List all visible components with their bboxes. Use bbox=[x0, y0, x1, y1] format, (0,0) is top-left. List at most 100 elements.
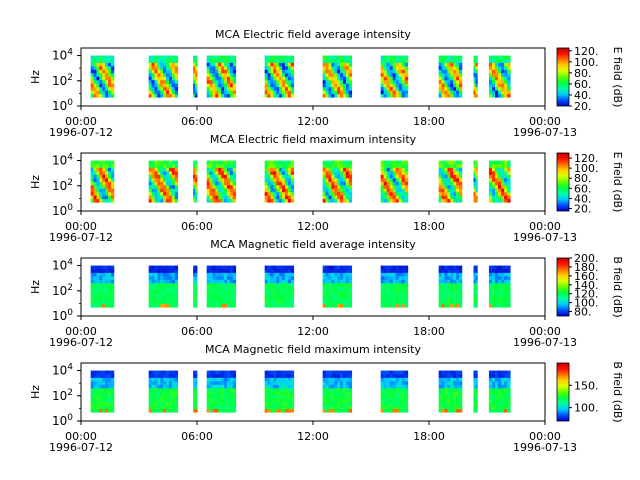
spectrogram-cell bbox=[90, 79, 94, 84]
spectrogram-cell bbox=[99, 59, 103, 63]
spectrogram-cell bbox=[232, 55, 237, 60]
spectrogram-cell bbox=[264, 391, 268, 396]
data-interval-7 bbox=[380, 55, 409, 98]
spectrogram-cell bbox=[450, 188, 454, 193]
spectrogram-cell bbox=[495, 377, 499, 382]
spectrogram-cell bbox=[212, 394, 216, 399]
spectrogram-cell bbox=[105, 269, 109, 273]
spectrogram-cell bbox=[99, 191, 103, 196]
spectrogram-cell bbox=[148, 282, 152, 287]
spectrogram-cell bbox=[270, 181, 274, 186]
spectrogram-cell bbox=[221, 69, 225, 74]
spectrogram-cell bbox=[404, 167, 409, 172]
spectrogram-cell bbox=[267, 90, 271, 95]
spectrogram-cell bbox=[342, 69, 347, 74]
spectrogram-cell bbox=[501, 300, 505, 305]
spectrogram-cell bbox=[475, 269, 478, 273]
spectrogram-cell bbox=[342, 296, 347, 301]
spectrogram-panel-4: MCA Magnetic field maximum intensity1001… bbox=[29, 343, 624, 454]
spectrogram-cell bbox=[287, 79, 292, 84]
spectrogram-cell bbox=[195, 174, 198, 179]
spectrogram-cell bbox=[221, 59, 225, 63]
spectrogram-cell bbox=[284, 380, 289, 385]
spectrogram-cell bbox=[160, 282, 164, 287]
spectrogram-cell bbox=[90, 391, 94, 396]
spectrogram-cell bbox=[206, 191, 210, 196]
spectrogram-cell bbox=[102, 398, 106, 403]
spectrogram-cell bbox=[166, 408, 170, 413]
spectrogram-cell bbox=[282, 408, 286, 413]
spectrogram-cell bbox=[212, 181, 216, 186]
spectrogram-cell bbox=[171, 303, 176, 308]
spectrogram-cell bbox=[473, 181, 476, 186]
spectrogram-cell bbox=[383, 387, 388, 392]
spectrogram-cell bbox=[331, 83, 335, 88]
spectrogram-cell bbox=[273, 198, 277, 203]
spectrogram-cell bbox=[273, 405, 277, 410]
spectrogram-cell bbox=[154, 93, 158, 98]
spectrogram-cell bbox=[96, 59, 100, 63]
spectrogram-cell bbox=[438, 90, 442, 95]
spectrogram-cell bbox=[226, 160, 231, 165]
spectrogram-cell bbox=[168, 195, 173, 200]
spectrogram-cell bbox=[105, 72, 109, 77]
spectrogram-cell bbox=[498, 65, 502, 70]
spectrogram-cell bbox=[276, 405, 280, 410]
x-tick-date-label: 1996-07-13 bbox=[513, 231, 577, 244]
spectrogram-cell bbox=[221, 279, 225, 284]
spectrogram-cell bbox=[398, 90, 403, 95]
spectrogram-cell bbox=[284, 86, 289, 91]
spectrogram-cell bbox=[450, 279, 454, 284]
spectrogram-cell bbox=[157, 90, 161, 95]
spectrogram-cell bbox=[491, 191, 496, 196]
spectrogram-cell bbox=[209, 374, 213, 378]
spectrogram-cell bbox=[290, 164, 295, 168]
spectrogram-cell bbox=[456, 69, 460, 74]
spectrogram-cell bbox=[453, 272, 457, 277]
spectrogram-cell bbox=[282, 72, 286, 77]
spectrogram-cell bbox=[473, 72, 476, 77]
spectrogram-cell bbox=[108, 394, 112, 399]
spectrogram-cell bbox=[160, 181, 164, 186]
spectrogram-cell bbox=[232, 279, 237, 284]
spectrogram-cell bbox=[290, 181, 295, 186]
spectrogram-cell bbox=[488, 391, 493, 396]
spectrogram-cell bbox=[401, 76, 406, 81]
spectrogram-cell bbox=[108, 286, 112, 291]
spectrogram-cell bbox=[96, 405, 100, 410]
spectrogram-cell bbox=[348, 72, 353, 77]
spectrogram-cell bbox=[501, 181, 505, 186]
spectrogram-cell bbox=[438, 286, 442, 291]
spectrogram-cell bbox=[163, 391, 167, 396]
spectrogram-cell bbox=[154, 282, 158, 287]
spectrogram-cell bbox=[171, 83, 176, 88]
spectrogram-cell bbox=[287, 408, 292, 413]
spectrogram-cell bbox=[157, 269, 161, 273]
spectrogram-cell bbox=[102, 93, 106, 98]
spectrogram-cell bbox=[287, 394, 292, 399]
spectrogram-cell bbox=[444, 69, 448, 74]
spectrogram-cell bbox=[93, 394, 97, 399]
colorbar-tick-label: 60. bbox=[574, 78, 592, 91]
spectrogram-cell bbox=[290, 90, 295, 95]
spectrogram-cell bbox=[447, 374, 451, 378]
spectrogram-cell bbox=[168, 86, 173, 91]
spectrogram-cell bbox=[345, 198, 350, 203]
spectrogram-cell bbox=[395, 384, 400, 389]
spectrogram-cell bbox=[453, 380, 457, 385]
spectrogram-cell bbox=[328, 272, 332, 277]
spectrogram-cell bbox=[276, 265, 280, 270]
spectrogram-cell bbox=[340, 286, 344, 291]
spectrogram-cell bbox=[438, 398, 442, 403]
spectrogram-cell bbox=[174, 79, 179, 84]
spectrogram-cell bbox=[389, 300, 394, 305]
spectrogram-cell bbox=[325, 296, 329, 301]
spectrogram-cell bbox=[287, 405, 292, 410]
spectrogram-cell bbox=[389, 93, 394, 98]
spectrogram-cell bbox=[401, 177, 406, 182]
spectrogram-cell bbox=[226, 374, 231, 378]
spectrogram-cell bbox=[273, 86, 277, 91]
x-tick-label: 12:00 bbox=[297, 220, 329, 233]
spectrogram-cell bbox=[110, 59, 115, 63]
spectrogram-cell bbox=[226, 198, 231, 203]
